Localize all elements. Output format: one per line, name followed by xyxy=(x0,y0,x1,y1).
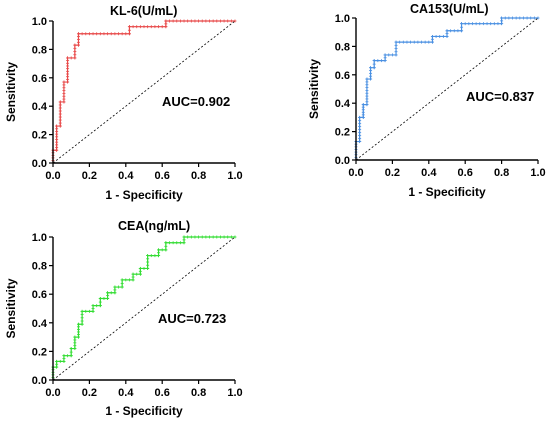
chart-title: CEA(ng/mL) xyxy=(118,219,190,233)
x-tick-label: 0.4 xyxy=(118,387,134,399)
x-tick-label: 0.2 xyxy=(82,170,97,182)
y-tick-label: 0.4 xyxy=(335,98,351,110)
x-tick-label: 0.2 xyxy=(385,167,400,179)
x-tick-label: 0.6 xyxy=(155,170,170,182)
curve-markers xyxy=(51,235,237,382)
y-axis-title: Sensitivity xyxy=(4,278,18,338)
y-tick-label: 1.0 xyxy=(32,232,47,244)
y-tick-label: 0.2 xyxy=(335,127,350,139)
auc-annotation: AUC=0.837 xyxy=(466,89,534,104)
x-tick-label: 0.0 xyxy=(45,387,60,399)
chart-title: KL-6(U/mL) xyxy=(110,4,177,18)
x-tick-label: 0.6 xyxy=(458,167,473,179)
x-tick-label: 0.0 xyxy=(45,170,60,182)
x-tick-label: 0.0 xyxy=(348,167,363,179)
x-tick-label: 0.4 xyxy=(421,167,437,179)
y-tick-label: 0.0 xyxy=(32,375,47,387)
x-tick-label: 0.8 xyxy=(494,167,509,179)
y-tick-label: 1.0 xyxy=(335,13,350,25)
x-tick-label: 0.8 xyxy=(191,387,206,399)
y-tick-label: 0.8 xyxy=(32,44,47,56)
y-tick-label: 0.2 xyxy=(32,130,47,142)
y-tick-label: 0.4 xyxy=(32,101,48,113)
y-tick-label: 0.8 xyxy=(335,41,350,53)
y-tick-label: 0.6 xyxy=(32,73,47,85)
reference-diagonal xyxy=(52,20,236,164)
x-tick-label: 0.4 xyxy=(118,170,134,182)
x-axis-title: 1 - Specificity xyxy=(105,188,183,202)
x-tick-label: 1.0 xyxy=(227,387,242,399)
x-tick-label: 0.2 xyxy=(82,387,97,399)
roc-chart-2: 0.0 0.2 0.4 0.6 0.8 1.0 0.0 0.2 0.4 0.6 0.8 1.0 CA15… xyxy=(307,2,546,199)
y-tick-label: 0.0 xyxy=(335,155,350,167)
y-tick-label: 0.6 xyxy=(32,289,47,301)
chart-title: CA153(U/mL) xyxy=(410,2,489,16)
y-tick-label: 1.0 xyxy=(32,16,47,28)
roc-chart-1: 0.0 0.2 0.4 0.6 0.8 1.0 0.0 0.2 0.4 0.6 0.8 1.0 KL-6… xyxy=(4,4,243,202)
y-tick-label: 0.0 xyxy=(32,158,47,170)
reference-diagonal xyxy=(52,236,236,381)
y-tick-label: 0.6 xyxy=(335,70,350,82)
y-tick-label: 0.8 xyxy=(32,261,47,273)
x-tick-label: 1.0 xyxy=(227,170,242,182)
y-tick-label: 0.4 xyxy=(32,318,48,330)
roc-chart-3: 0.0 0.2 0.4 0.6 0.8 1.0 0.0 0.2 0.4 0.6 0.8 1.0 CEA(… xyxy=(4,219,243,418)
y-tick-label: 0.2 xyxy=(32,346,47,358)
y-axis-title: Sensitivity xyxy=(307,59,321,119)
auc-annotation: AUC=0.902 xyxy=(162,94,230,109)
auc-annotation: AUC=0.723 xyxy=(158,311,226,326)
y-axis-title: Sensitivity xyxy=(4,62,18,122)
reference-diagonal xyxy=(355,17,539,161)
x-tick-label: 0.8 xyxy=(191,170,206,182)
x-axis-title: 1 - Specificity xyxy=(105,404,183,418)
x-tick-label: 1.0 xyxy=(530,167,545,179)
x-axis-title: 1 - Specificity xyxy=(408,185,486,199)
x-tick-label: 0.6 xyxy=(155,387,170,399)
